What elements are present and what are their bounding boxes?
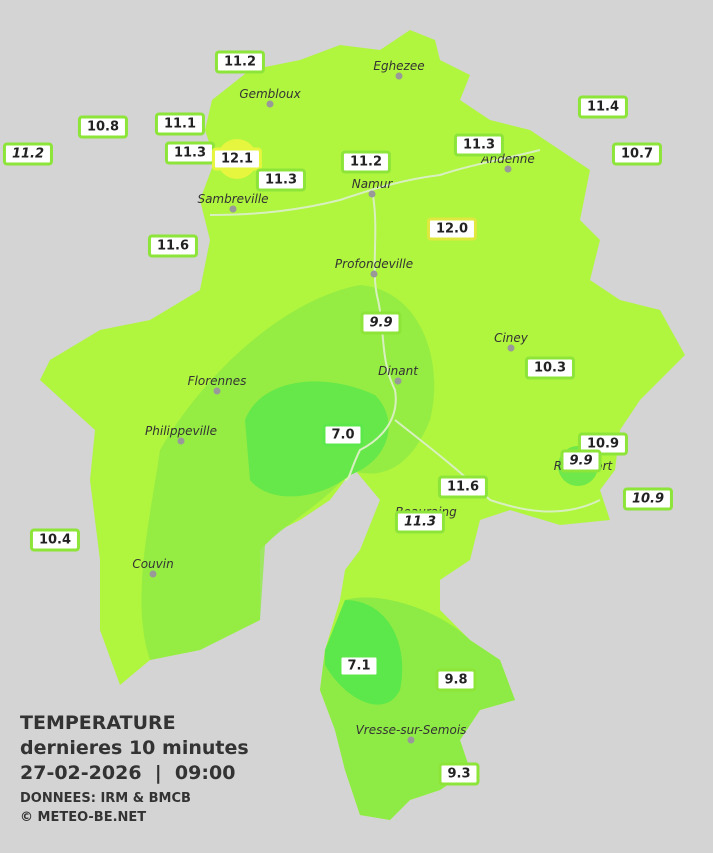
legend-subtitle: dernieres 10 minutes xyxy=(20,737,249,759)
city-dot xyxy=(149,570,157,578)
zone-south-low xyxy=(325,600,403,705)
station-label: 11.4 xyxy=(577,95,629,119)
station-label: 11.3 xyxy=(453,133,505,157)
city-dot xyxy=(504,165,512,173)
legend-title: TEMPERATURE xyxy=(20,712,176,734)
station-label: 11.3 xyxy=(164,141,216,165)
station-label: 9.3 xyxy=(438,762,480,786)
city-name: Eghezee xyxy=(373,59,425,73)
city-name: Ciney xyxy=(494,331,528,345)
legend-datetime: 27-02-2026 | 09:00 xyxy=(20,762,236,784)
legend-copyright: © METEO-BE.NET xyxy=(20,810,147,825)
station-label: 9.9 xyxy=(560,449,602,473)
river xyxy=(209,149,601,513)
city-name: Namur xyxy=(351,177,393,191)
station-label: 10.9 xyxy=(622,487,674,511)
city-dot xyxy=(370,270,378,278)
city-dot xyxy=(395,72,403,80)
city-name: Florennes xyxy=(187,374,247,388)
city-name: Philippeville xyxy=(145,424,217,438)
city-dot xyxy=(177,437,185,445)
city-dot xyxy=(213,387,221,395)
city-name: Couvin xyxy=(132,557,174,571)
city-name: Gembloux xyxy=(239,87,301,101)
city-name: Vresse-sur-Semois xyxy=(355,723,467,737)
station-label: 11.2 xyxy=(340,150,392,174)
station-label: 11.3 xyxy=(255,168,307,192)
station-label: 9.8 xyxy=(435,668,477,692)
station-label: 7.0 xyxy=(322,423,364,447)
station-label: 10.4 xyxy=(29,528,81,552)
station-label: 7.1 xyxy=(338,654,380,678)
station-label: 11.3 xyxy=(394,510,446,534)
station-label: 10.7 xyxy=(611,142,663,166)
station-label: 12.0 xyxy=(426,217,478,241)
city-dot xyxy=(368,190,376,198)
station-label: 10.3 xyxy=(524,356,576,380)
station-label: 11.2 xyxy=(2,142,54,166)
city-name: Profondeville xyxy=(334,257,414,271)
city-dot xyxy=(507,344,515,352)
city-name: Dinant xyxy=(378,364,418,378)
station-label: 10.9 xyxy=(577,432,629,456)
station-label: 11.2 xyxy=(214,50,266,74)
station-label: 11.6 xyxy=(437,475,489,499)
station-label: 10.8 xyxy=(77,115,129,139)
station-label: 12.1 xyxy=(211,147,263,171)
city-dot xyxy=(266,100,274,108)
city-dot xyxy=(394,377,402,385)
legend-source: DONNEES: IRM & BMCB xyxy=(20,791,191,806)
station-label: 9.9 xyxy=(360,311,402,335)
city-name: Sambreville xyxy=(197,192,269,206)
city-dot xyxy=(229,205,237,213)
station-label: 11.1 xyxy=(154,112,206,136)
city-dot xyxy=(407,736,415,744)
station-label: 11.6 xyxy=(147,234,199,258)
